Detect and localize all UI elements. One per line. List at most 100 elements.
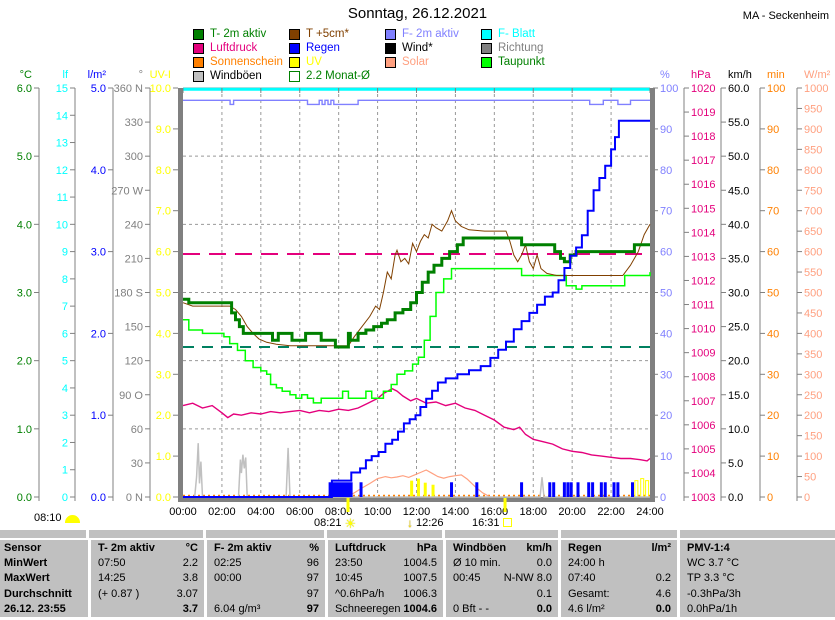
axis-tick-label: 300	[804, 369, 822, 381]
axis-tick-label: 4.0	[17, 219, 32, 231]
cell-value: 0.2	[655, 572, 671, 585]
axis-tick-label: 0.0	[156, 492, 171, 504]
wind-swatch-icon	[385, 42, 396, 54]
cell-text: Luftdruck	[335, 541, 386, 554]
axis-tick-label: 70	[660, 206, 672, 218]
table-row: 26.12. 23:55 3.7 6.04 g/m³ 97 Schneeregen 100…	[0, 601, 835, 617]
luftdruck-swatch-icon	[193, 42, 204, 54]
cell-text: ^0.6hPa/h	[335, 587, 385, 600]
x-axis-label: 08:00	[325, 506, 353, 518]
regen-swatch-icon	[289, 42, 300, 54]
x-axis-label: 16:00	[481, 506, 509, 518]
axis-tick-label: 360 N	[114, 83, 143, 95]
table-cell: Luftdruck hPa	[325, 540, 443, 556]
plot-border-left	[178, 88, 183, 502]
x-axis-label: 12:00	[403, 506, 431, 518]
axis-tick-label: 1008	[691, 372, 715, 384]
weather-chart: 6.05.04.03.02.01.00.0°C15141312111098765…	[17, 69, 831, 518]
series-uv-bars-outline	[640, 478, 645, 498]
legend-item-uv: UV	[289, 56, 322, 68]
axis-tick-label: 900	[804, 124, 822, 136]
cell-value: 96	[306, 557, 319, 570]
axis-tick-label: 8	[62, 274, 68, 286]
legend-item-f-blatt: F- Blatt	[481, 28, 535, 40]
table-cell: Regen l/m²	[558, 540, 677, 556]
axis-tick-label: 20	[767, 410, 779, 422]
plot-border-right	[650, 88, 655, 502]
axis-tick-label: 10.0	[150, 83, 171, 95]
series-regen-bars	[612, 482, 616, 497]
cell-text: Regen	[568, 541, 602, 554]
table-cell: 0.0hPa/1h	[677, 601, 835, 617]
axis-tick-label: 270 W	[111, 185, 143, 197]
axis-tick-label: 9	[62, 247, 68, 259]
axis-tick-label: 50	[804, 472, 816, 484]
cell-value: hPa	[416, 541, 437, 554]
cell-value: 97	[306, 572, 319, 585]
legend-label: Sonnenschein	[210, 56, 283, 68]
axis-tick-label: 3.0	[17, 288, 32, 300]
table-cell: T- 2m aktiv °C	[88, 540, 204, 556]
series-regen-bars	[566, 482, 570, 497]
t-2m-aktiv-swatch-icon	[193, 28, 204, 40]
series-uv-bars	[423, 482, 427, 497]
series-solar	[346, 469, 491, 498]
axis-tick-label: 0	[767, 492, 773, 504]
table-cell: 4.6 l/m² 0.0	[558, 601, 677, 617]
series-regen-summe	[183, 119, 650, 498]
table-cell: 97	[204, 586, 325, 602]
series-uv-bars	[410, 480, 414, 497]
series-regen-bars	[520, 482, 524, 497]
axis-tick-label: 1.0	[17, 424, 32, 436]
cell-text: Schneeregen	[335, 603, 401, 616]
axis-tick-label: 0	[660, 492, 666, 504]
cell-value: °C	[185, 541, 198, 554]
table-cell: 6.04 g/m³ 97	[204, 601, 325, 617]
series-luftdruck	[182, 387, 651, 462]
axis-tick-label: 500	[804, 288, 822, 300]
axis-tick-label: 30.0	[728, 288, 749, 300]
cell-text: 23:50	[335, 557, 363, 570]
table-row: Durchschnitt (+ 0.87 ) 3.07 97 ^0.6hPa/h 1006…	[0, 586, 835, 602]
table-cell: 0 Bft - - 0.0	[443, 601, 558, 617]
richtung-swatch-icon	[481, 42, 492, 54]
axis-tick-label: 30	[660, 369, 672, 381]
row-label: MaxWert	[4, 572, 50, 585]
axis-unit-label: lf	[63, 69, 69, 81]
axis-tick-label: 150	[125, 322, 143, 334]
axis-tick-label: 0.0	[91, 492, 106, 504]
sun-time-tick	[346, 498, 350, 512]
series-f-2m	[183, 99, 650, 106]
axis-tick-label: 6.0	[156, 247, 171, 259]
legend-label: Taupunkt	[498, 56, 545, 68]
strip-cell	[677, 530, 835, 538]
axis-tick-label: 1.0	[91, 410, 106, 422]
series-regen-bars	[599, 482, 603, 497]
cell-value: km/h	[526, 541, 552, 554]
cell-text: -0.3hPa/3h	[687, 587, 741, 600]
solar-swatch-icon	[385, 56, 396, 68]
series-regen-bars	[630, 482, 634, 497]
strip-cell	[557, 530, 677, 538]
table-cell: 07:40 0.2	[558, 570, 677, 587]
cell-value: %	[309, 541, 319, 554]
cell-text: 0.0hPa/1h	[687, 603, 738, 616]
series-regen-bars	[616, 482, 620, 497]
time-marker-label: 16:31	[472, 517, 500, 529]
axis-tick-label: 330	[125, 117, 143, 129]
axis-tick-label: 1018	[691, 131, 715, 143]
axis-tick-label: 1020	[691, 83, 715, 95]
series-t-5cm	[182, 209, 651, 347]
table-row: MaxWert 14:25 3.8 00:00 97 10:45 1007.5 00:45 N-…	[0, 570, 835, 587]
cell-text: T- 2m aktiv	[98, 541, 155, 554]
axis-tick-label: 0	[62, 492, 68, 504]
cell-text: (+ 0.87 )	[98, 587, 140, 600]
cell-text: F- 2m aktiv	[214, 541, 272, 554]
time-marker-label: 08:10	[34, 512, 62, 524]
sunset-icon	[502, 518, 512, 527]
axis-tick-label: 100	[767, 83, 785, 95]
legend-label: F- 2m aktiv	[402, 28, 459, 40]
axis-tick-label: 50	[660, 288, 672, 300]
x-axis-label: 04:00	[247, 506, 275, 518]
